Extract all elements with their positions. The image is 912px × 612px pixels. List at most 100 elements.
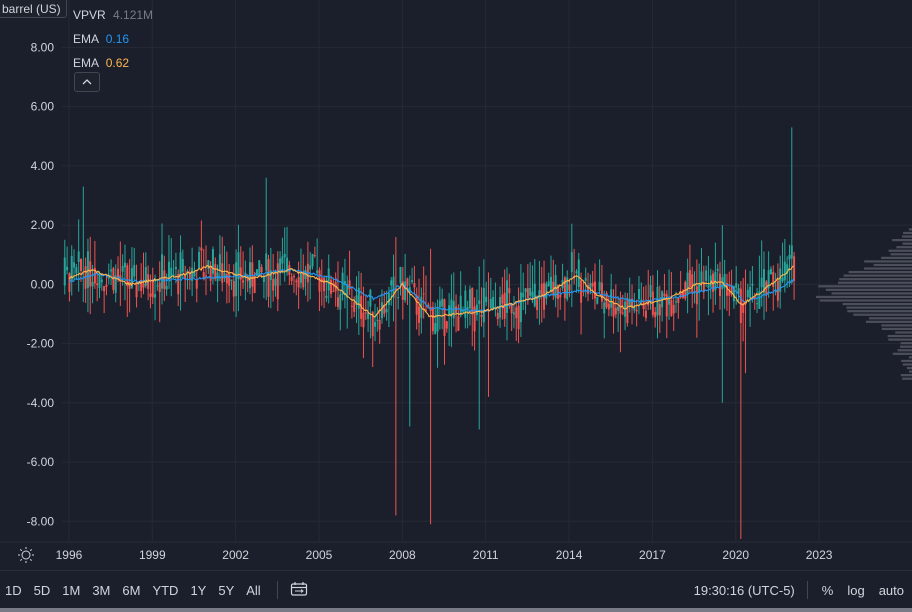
unit-badge[interactable]: barrel (US) (0, 0, 67, 18)
candle-body (603, 302, 606, 314)
x-tick-label: 2017 (639, 548, 666, 562)
candle-body (75, 267, 78, 274)
auto-toggle[interactable]: auto (878, 582, 904, 598)
candle-body (480, 314, 483, 318)
candle-body (510, 304, 513, 314)
candle-body (658, 303, 661, 316)
candle-body (457, 316, 460, 331)
y-tick-label: -8.00 (27, 514, 55, 528)
range-all-button[interactable]: All (246, 582, 261, 598)
candle-body (255, 269, 258, 276)
range-6m-button[interactable]: 6M (122, 582, 141, 598)
range-ytd-button[interactable]: YTD (152, 582, 179, 598)
legend-vpvr-name: VPVR (73, 8, 106, 22)
percent-toggle[interactable]: % (821, 582, 834, 598)
candle-body (526, 288, 529, 298)
candle-body (549, 276, 552, 291)
vpvr-bar (831, 292, 912, 295)
candle-body (758, 291, 761, 309)
collapse-legend-button[interactable] (74, 72, 100, 92)
candle-body (161, 254, 164, 289)
range-3m-button[interactable]: 3M (92, 582, 111, 598)
candle-body (466, 307, 469, 310)
candle-body (144, 267, 147, 287)
candle-body (163, 270, 166, 289)
candle-body (637, 289, 640, 300)
range-5y-button[interactable]: 5Y (218, 582, 235, 598)
log-toggle[interactable]: log (847, 582, 865, 598)
vpvr-bar (825, 288, 912, 291)
candle-body (786, 264, 789, 274)
candle-body (110, 269, 113, 272)
candle-body (478, 300, 481, 305)
calendar-range-icon[interactable] (290, 581, 308, 600)
y-tick-label: -2.00 (27, 337, 55, 351)
candle-body (193, 271, 196, 277)
price-chart[interactable]: 8.00 6.00 4.00 2.00 0.00 -2.00 -4.00 -6.00 -8.00… (0, 0, 912, 570)
y-tick-label: 4.00 (31, 159, 55, 173)
legend-ema-fast[interactable]: EMA 0.16 (73, 27, 153, 51)
candle-body (788, 254, 791, 260)
range-1m-button[interactable]: 1M (62, 582, 81, 598)
candle-body (577, 259, 580, 288)
candle-body (591, 282, 594, 287)
candle-body (151, 279, 154, 298)
candle-body (399, 267, 402, 284)
candle-body (295, 280, 298, 283)
candle-body (367, 312, 370, 319)
candle-body (487, 310, 490, 312)
candle-body (688, 270, 691, 288)
candle-body (387, 292, 390, 305)
candle-body (735, 283, 738, 288)
vpvr-bar (865, 320, 912, 323)
candle-body (538, 290, 541, 300)
x-tick-label: 2023 (806, 548, 833, 562)
vpvr-bar (902, 363, 912, 366)
candle-body (355, 295, 358, 305)
candle-body (394, 288, 397, 291)
candle-body (776, 280, 779, 301)
vpvr-bar (900, 374, 912, 377)
candle-body (434, 323, 437, 334)
candle-body (170, 267, 173, 278)
candle-body (531, 291, 534, 297)
y-tick-label: 6.00 (31, 100, 55, 114)
vpvr-bar (901, 359, 912, 363)
candle-body (707, 284, 710, 289)
candle-body (709, 275, 712, 287)
candle-body (533, 283, 536, 307)
candle-body (332, 290, 335, 293)
range-1d-button[interactable]: 1D (5, 582, 22, 598)
vpvr-bar (897, 349, 912, 352)
candle-body (540, 283, 543, 295)
legend-vpvr[interactable]: VPVR 4.121M (73, 3, 153, 27)
vpvr-bar (881, 256, 912, 259)
candle-body (635, 309, 638, 312)
candle-body (385, 309, 388, 313)
vpvr-bar (842, 302, 912, 306)
vpvr-bar (843, 274, 912, 277)
legend-ema-slow[interactable]: EMA 0.62 (73, 51, 153, 75)
candle-body (353, 302, 356, 312)
vpvr-bar (902, 377, 912, 380)
candle-body (327, 268, 330, 291)
range-1y-button[interactable]: 1Y (190, 582, 207, 598)
candle-body (214, 264, 217, 279)
candle-body (783, 261, 786, 281)
candle-body (383, 306, 386, 314)
y-tick-label: 8.00 (31, 40, 55, 54)
vpvr-bar (847, 310, 912, 313)
range-5d-button[interactable]: 5D (33, 582, 51, 598)
candle-body (719, 273, 722, 297)
candle-body (253, 275, 256, 293)
candle-body (195, 279, 198, 289)
candle-body (772, 272, 775, 288)
candle-body (519, 292, 522, 323)
vpvr-bar (853, 313, 912, 316)
vpvr-bar (888, 249, 912, 252)
clock-readout[interactable]: 19:30:16 (UTC-5) (693, 582, 795, 598)
candle-body (413, 283, 416, 288)
candle-body (114, 275, 117, 293)
vpvr-bar (839, 278, 912, 281)
candle-body (202, 272, 205, 279)
